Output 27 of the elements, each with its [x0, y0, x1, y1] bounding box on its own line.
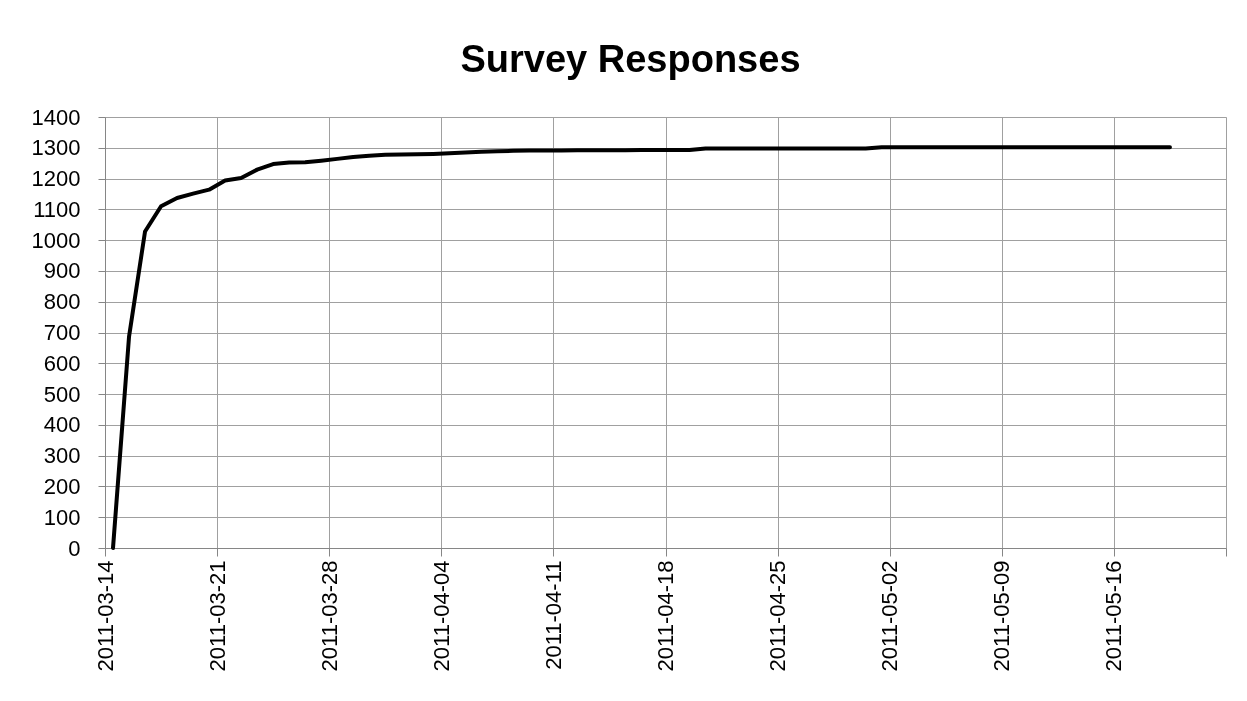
y-tick-label: 0: [68, 535, 81, 561]
x-tick-label: 2011-03-28: [316, 560, 342, 672]
x-tick-label: 2011-04-04: [428, 560, 454, 672]
y-tick-label: 400: [43, 412, 81, 438]
y-tick-label: 1300: [31, 135, 81, 161]
x-tick-label: 2011-05-16: [1101, 560, 1127, 672]
y-tick-label: 1100: [33, 196, 81, 222]
y-tick-label: 1400: [31, 104, 81, 130]
y-tick-label: 1000: [31, 227, 81, 253]
x-tick-label: 2011-04-25: [765, 560, 791, 672]
y-tick-label: 1200: [31, 166, 81, 192]
x-tick-label: 2011-05-09: [989, 560, 1015, 672]
y-tick-label: 800: [43, 289, 81, 315]
y-tick-label: 600: [43, 350, 81, 376]
y-tick-label: 500: [43, 381, 81, 407]
line-series: [111, 145, 1172, 550]
x-tick-label: 2011-03-14: [92, 560, 118, 672]
y-tick-label: 300: [43, 443, 81, 469]
chart-title: Survey Responses: [460, 38, 801, 80]
x-tick-label: 2011-04-18: [653, 560, 678, 672]
y-tick-label: 900: [43, 258, 81, 284]
x-tick-label: 2011-03-21: [204, 560, 230, 672]
y-tick-label: 200: [43, 473, 81, 499]
x-tick-label: 2011-04-11: [540, 560, 566, 670]
x-tick-label: 2011-05-02: [877, 560, 903, 672]
y-tick-label: 700: [43, 320, 81, 345]
y-tick-label: 100: [43, 504, 81, 530]
